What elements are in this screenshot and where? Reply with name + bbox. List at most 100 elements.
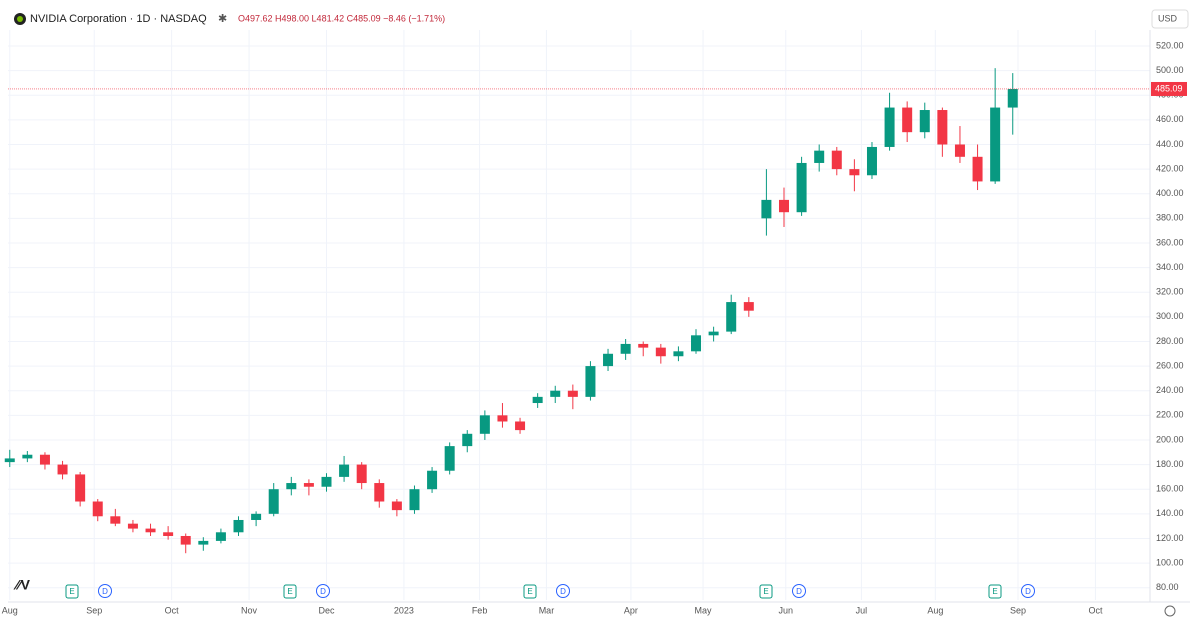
candle-body (497, 415, 508, 422)
x-tick-label: 2023 (394, 605, 414, 615)
x-tick-label: Oct (1088, 605, 1103, 615)
x-tick-label: Sep (86, 605, 102, 615)
y-tick-label: 200.00 (1156, 434, 1184, 444)
logo-mark (17, 16, 23, 22)
candle-body (57, 464, 68, 475)
candle-body (92, 501, 103, 517)
x-tick-label: Apr (624, 605, 638, 615)
y-tick-label: 260.00 (1156, 360, 1184, 370)
y-tick-label: 300.00 (1156, 311, 1184, 321)
settings-button[interactable] (1164, 605, 1176, 617)
x-tick-label: Oct (165, 605, 180, 615)
chart-title: NVIDIA Corporation · 1D · NASDAQ (30, 13, 207, 25)
currency-button[interactable] (1151, 9, 1189, 29)
candle-body (427, 470, 438, 490)
brand-logo: ⁄⁄V (13, 577, 31, 593)
candle-body (603, 353, 614, 367)
candle-body (532, 396, 543, 404)
y-tick-label: 220.00 (1156, 410, 1184, 420)
candle-body (954, 144, 965, 157)
x-tick-label: Sep (1010, 605, 1026, 615)
settings-icon[interactable]: ✱ (218, 13, 227, 25)
candle-body (251, 513, 262, 520)
candle-body (180, 535, 191, 545)
y-tick-label: 420.00 (1156, 163, 1184, 173)
candle-body (972, 156, 983, 182)
candle-body (585, 366, 596, 397)
event-label: D (102, 587, 108, 596)
y-tick-label: 140.00 (1156, 508, 1184, 518)
candle-body (884, 107, 895, 147)
x-tick-label: Nov (241, 605, 258, 615)
candle-body (163, 532, 174, 536)
y-tick-label: 440.00 (1156, 139, 1184, 149)
candle-body (409, 489, 420, 511)
candle-body (321, 476, 332, 487)
event-badge (988, 584, 1002, 599)
candle-body (638, 343, 649, 348)
event-label: E (287, 587, 292, 596)
y-tick-label: 240.00 (1156, 385, 1184, 395)
event-badge (283, 584, 297, 599)
candle-body (708, 331, 719, 336)
event-badge (316, 584, 330, 598)
x-tick-label: Jul (856, 605, 868, 615)
candle-body (691, 335, 702, 352)
x-tick-label: May (695, 605, 713, 615)
event-badge (792, 584, 806, 598)
candle-body (778, 199, 789, 213)
y-tick-label: 280.00 (1156, 336, 1184, 346)
x-tick-label: Mar (539, 605, 555, 615)
candle-body (761, 199, 772, 219)
x-tick-label: Dec (318, 605, 335, 615)
y-tick-label: 380.00 (1156, 213, 1184, 223)
y-tick-label: 400.00 (1156, 188, 1184, 198)
x-tick-label: Feb (472, 605, 488, 615)
candle-body (268, 489, 279, 514)
y-tick-label: 320.00 (1156, 287, 1184, 297)
candle-body (22, 454, 33, 459)
candle-body (339, 464, 350, 477)
candle-body (444, 446, 455, 471)
candle-body (127, 523, 138, 529)
candle-body (743, 302, 754, 311)
candle-body (303, 483, 314, 487)
event-badge (65, 584, 79, 599)
candle-body (919, 110, 930, 133)
candle-body (726, 302, 737, 332)
event-label: D (320, 587, 326, 596)
candle-body (39, 454, 50, 465)
candle-body (1007, 88, 1018, 108)
candle-body (990, 107, 1001, 182)
event-label: D (560, 587, 566, 596)
candle-body (110, 516, 121, 524)
candle-body (515, 421, 526, 431)
last-price-label: 485.09 (1155, 83, 1183, 93)
y-tick-label: 100.00 (1156, 557, 1184, 567)
last-price-box (1151, 81, 1187, 96)
candle-body (145, 528, 156, 533)
event-label: D (796, 587, 802, 596)
candle-body (567, 390, 578, 397)
event-label: E (763, 587, 768, 596)
y-tick-label: 520.00 (1156, 40, 1184, 50)
candle-body (356, 464, 367, 484)
candle-body (391, 501, 402, 511)
event-label: E (69, 587, 74, 596)
event-badge (523, 584, 537, 599)
y-tick-label: 180.00 (1156, 459, 1184, 469)
candle-body (233, 519, 244, 533)
event-label: E (527, 587, 532, 596)
candle-body (796, 162, 807, 213)
candle-body (902, 107, 913, 133)
candle-body (4, 458, 15, 463)
y-tick-label: 500.00 (1156, 65, 1184, 75)
candle-body (937, 110, 948, 145)
x-tick-label: Aug (927, 605, 943, 615)
y-tick-label: 340.00 (1156, 262, 1184, 272)
candle-body (462, 433, 473, 447)
candle-body (814, 150, 825, 163)
candle-body (75, 474, 86, 502)
